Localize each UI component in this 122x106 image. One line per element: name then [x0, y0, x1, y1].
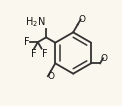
Text: O: O: [78, 15, 85, 24]
Text: O: O: [47, 72, 54, 81]
Text: O: O: [101, 54, 108, 63]
Text: H$_2$N: H$_2$N: [25, 15, 46, 29]
Text: F: F: [31, 49, 37, 59]
Text: F: F: [42, 49, 47, 59]
Text: F: F: [25, 37, 30, 47]
